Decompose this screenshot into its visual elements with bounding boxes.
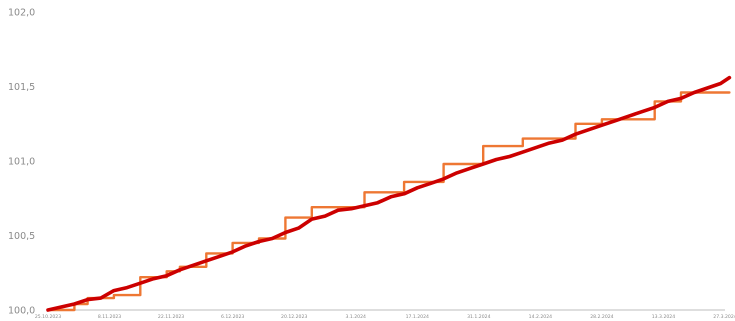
y-tick-label: 100,0 — [8, 306, 35, 317]
x-tick-label: 13.3.2024 — [652, 314, 675, 320]
x-tick-label: 31.1.2024 — [467, 314, 490, 320]
x-tick-label: 17.1.2024 — [406, 314, 429, 320]
x-tick-label: 3.1.2024 — [345, 314, 366, 320]
y-tick-label: 102,0 — [8, 8, 35, 19]
x-tick-label: 28.2.2024 — [590, 314, 613, 320]
y-tick-label: 100,5 — [8, 231, 35, 242]
series-layer — [46, 75, 732, 312]
x-tick-label: 20.12.2023 — [281, 314, 307, 320]
y-tick-label: 101,0 — [8, 157, 35, 168]
series-2-line — [46, 91, 731, 312]
y-tick-label: 101,5 — [8, 82, 35, 93]
x-tick-label: 8.11.2023 — [98, 314, 121, 320]
x-tick-label: 14.2.2024 — [529, 314, 552, 320]
series-1-line — [46, 75, 732, 312]
x-tick-label: 25.10.2023 — [35, 314, 61, 320]
y-axis-labels: 100,0 100,5 101,0 101,5 102,0 — [8, 8, 35, 317]
x-axis-labels: 25.10.2023 8.11.2023 22.11.2023 6.12.2023 20… — [35, 314, 735, 320]
x-tick-label: 22.11.2023 — [158, 314, 184, 320]
x-tick-label: 27.3.2024 — [713, 314, 735, 320]
x-tick-label: 6.12.2023 — [221, 314, 244, 320]
